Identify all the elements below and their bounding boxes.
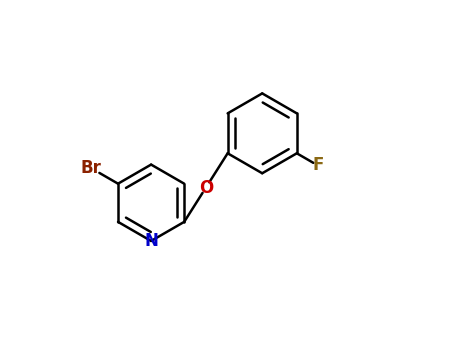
Text: N: N	[144, 232, 158, 250]
Text: Br: Br	[81, 159, 101, 177]
Text: F: F	[312, 156, 324, 174]
Text: O: O	[199, 178, 213, 197]
